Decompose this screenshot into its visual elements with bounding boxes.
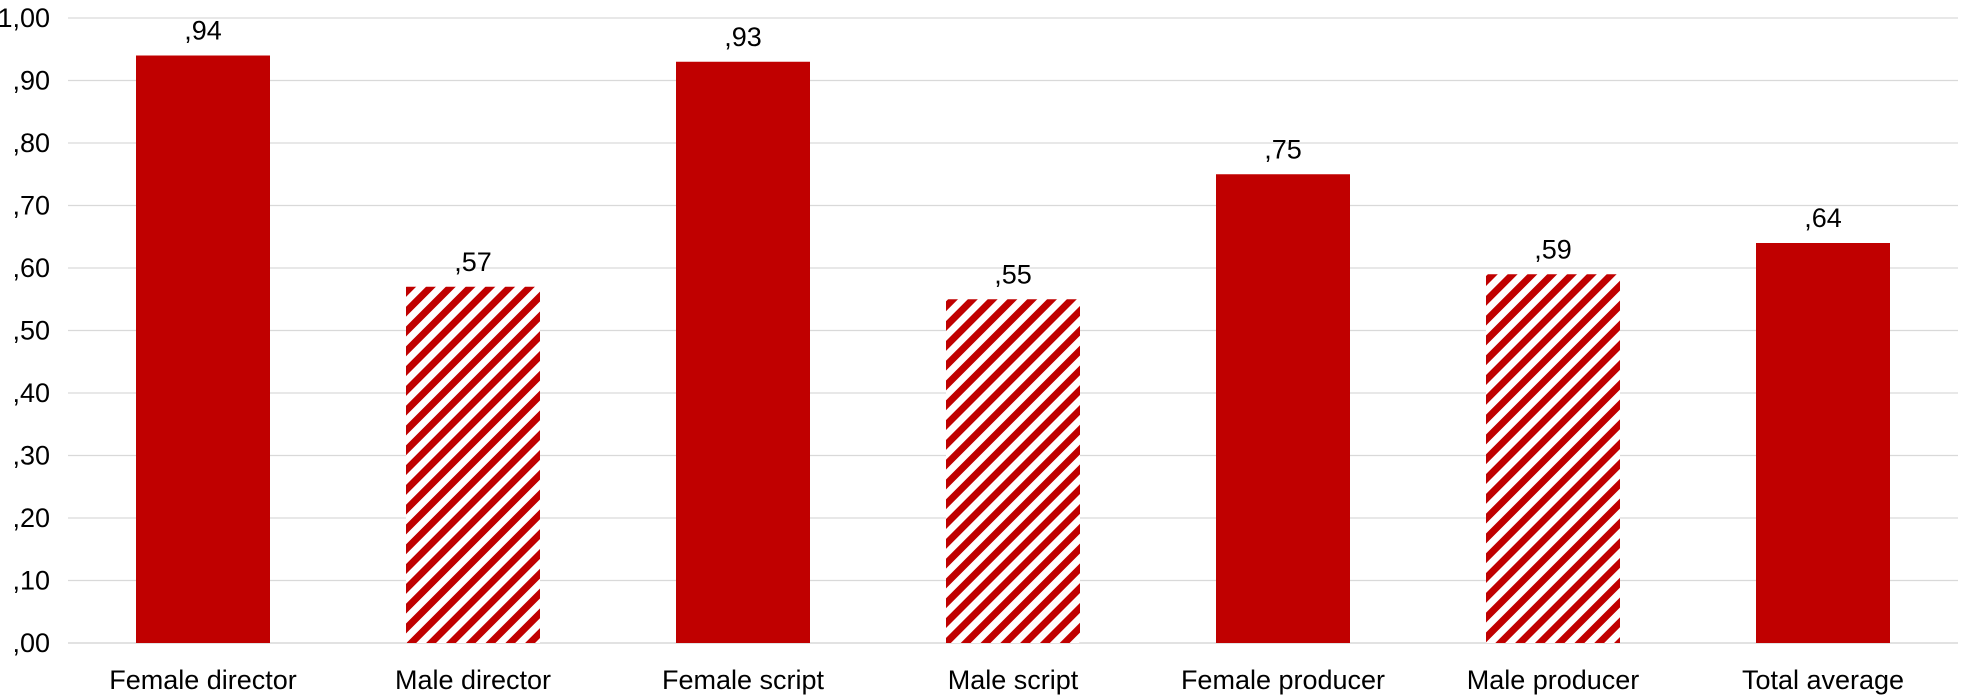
category-label: Total average	[1742, 665, 1904, 695]
bar-male-director	[406, 286, 540, 643]
y-tick-label: ,80	[12, 128, 50, 158]
y-tick-label: ,60	[12, 253, 50, 283]
y-tick-label: ,90	[12, 66, 50, 96]
bar-male-script	[946, 299, 1080, 643]
y-tick-label: ,10	[12, 566, 50, 596]
y-tick-label: ,40	[12, 378, 50, 408]
category-label: Male producer	[1467, 665, 1640, 695]
y-tick-label: ,20	[12, 503, 50, 533]
y-axis-tick-labels: ,00 ,10 ,20 ,30 ,40 ,50 ,60 ,70 ,80 ,90 1,00	[0, 3, 50, 658]
bars	[136, 55, 1890, 643]
y-tick-label: 1,00	[0, 3, 50, 33]
category-label: Female producer	[1181, 665, 1385, 695]
data-label: ,64	[1804, 203, 1842, 233]
bar-total-average	[1756, 243, 1890, 643]
data-label: ,94	[184, 16, 222, 46]
bar-female-director	[136, 55, 270, 643]
data-label: ,75	[1264, 134, 1302, 164]
data-label: ,55	[994, 259, 1032, 289]
x-axis-category-labels: Female director Male director Female scrip…	[109, 665, 1904, 695]
data-label: ,93	[724, 22, 762, 52]
data-label: ,57	[454, 247, 492, 277]
category-label: Female director	[109, 665, 297, 695]
data-label: ,59	[1534, 234, 1572, 264]
category-label: Male director	[395, 665, 551, 695]
data-labels: ,94 ,57 ,93 ,55 ,75 ,59 ,64	[184, 16, 1842, 290]
y-tick-label: ,30	[12, 441, 50, 471]
category-label: Male script	[948, 665, 1079, 695]
category-label: Female script	[662, 665, 825, 695]
y-tick-label: ,00	[12, 628, 50, 658]
bar-female-producer	[1216, 174, 1350, 643]
y-tick-label: ,70	[12, 191, 50, 221]
bar-female-script	[676, 61, 810, 643]
bar-male-producer	[1486, 274, 1620, 643]
y-tick-label: ,50	[12, 316, 50, 346]
